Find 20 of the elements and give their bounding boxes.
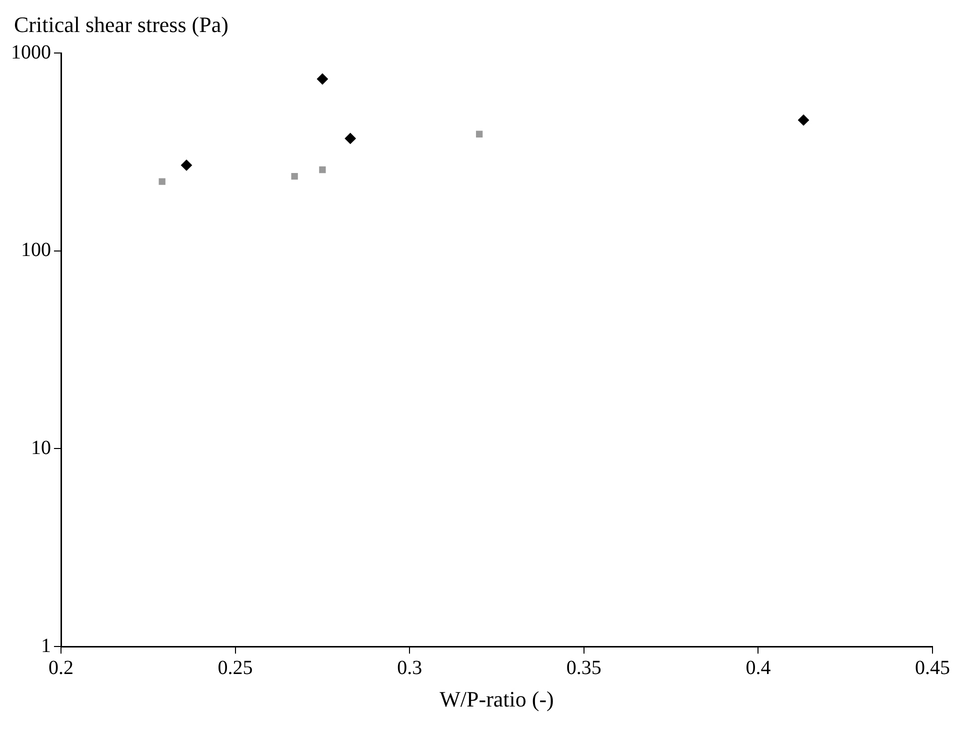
- point: [180, 160, 192, 171]
- x-tick-label: 0.35: [566, 656, 602, 679]
- y-tick-label: 100: [21, 239, 51, 262]
- x-tick-label: 0.2: [48, 656, 74, 679]
- x-tick-label: 0.4: [746, 656, 771, 679]
- y-axis-title: Critical shear stress (Pa): [14, 12, 228, 38]
- point: [798, 114, 810, 126]
- y-tick-label: 10: [31, 436, 51, 459]
- y-tick-label: 1000: [11, 41, 51, 64]
- x-axis-title: W/P-ratio (-): [440, 686, 554, 712]
- point: [316, 73, 328, 84]
- point: [158, 178, 166, 185]
- point: [476, 130, 483, 138]
- point: [319, 166, 326, 174]
- y-tick-label: 1: [41, 634, 51, 657]
- x-tick-label: 0.25: [218, 656, 253, 679]
- point: [291, 173, 298, 180]
- x-tick-label: 0.3: [397, 656, 422, 679]
- x-tick-label: 0.45: [915, 656, 950, 679]
- point: [344, 132, 356, 144]
